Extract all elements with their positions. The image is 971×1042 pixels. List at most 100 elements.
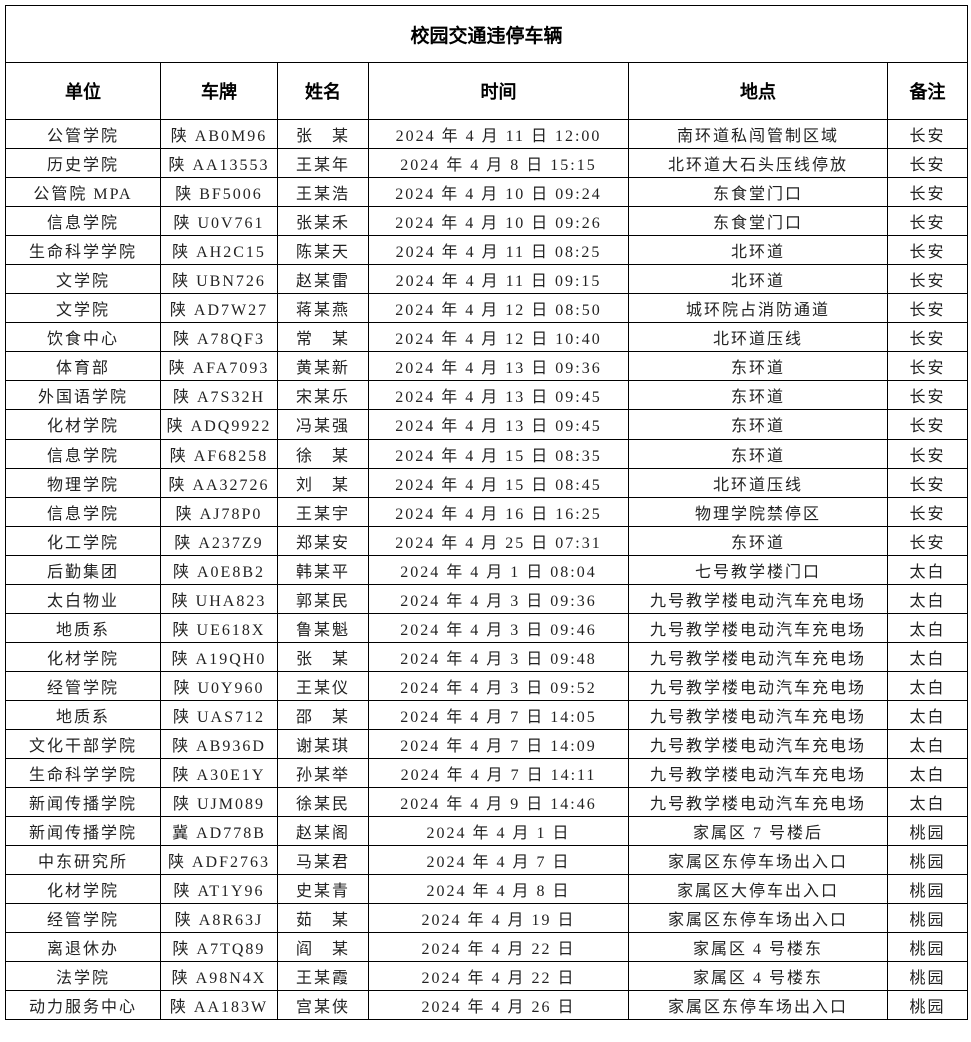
cell-name: 茹 某	[277, 903, 369, 934]
cell-location: 北环道压线	[628, 467, 888, 498]
cell-plate: 陕 AA183W	[160, 990, 278, 1021]
cell-location: 九号教学楼电动汽车充电场	[628, 728, 888, 760]
cell-location: 七号教学楼门口	[628, 554, 888, 585]
cell-unit: 动力服务中心	[5, 990, 161, 1021]
cell-unit: 地质系	[5, 612, 161, 643]
cell-name: 王某仪	[277, 670, 369, 701]
cell-note: 太白	[886, 554, 969, 585]
cell-note: 桃园	[886, 874, 969, 905]
cell-name: 韩某平	[277, 554, 369, 585]
cell-unit: 文化干部学院	[5, 728, 161, 760]
cell-location: 家属区东停车场出入口	[628, 990, 888, 1021]
cell-unit: 信息学院	[5, 206, 161, 237]
cell-name: 冯某强	[277, 409, 369, 440]
cell-plate: 陕 A8R63J	[160, 903, 278, 934]
cell-plate: 陕 UE618X	[160, 612, 278, 643]
cell-time: 2024 年 4 月 8 日	[368, 874, 629, 905]
column-header-location: 地点	[628, 62, 888, 120]
table-header-row: 单位 车牌 姓名 时间 地点 备注	[5, 62, 969, 120]
cell-location: 东环道	[628, 351, 888, 382]
cell-location: 北环道	[628, 264, 888, 295]
cell-plate: 陕 U0Y960	[160, 670, 278, 701]
cell-location: 家属区东停车场出入口	[628, 903, 888, 934]
cell-time: 2024 年 4 月 13 日 09:45	[368, 409, 629, 440]
table-row: 体育部陕 AFA7093 黄某新 2024 年 4 月 13 日 09:36 东环道长…	[5, 351, 969, 382]
cell-note: 长安	[886, 293, 969, 324]
cell-note: 长安	[886, 264, 969, 295]
cell-time: 2024 年 4 月 3 日 09:52	[368, 670, 629, 701]
cell-name: 王某宇	[277, 496, 369, 527]
table-row: 化工学院陕 A237Z9 郑某安 2024 年 4 月 25 日 07:31 东环道长…	[5, 525, 969, 556]
cell-note: 长安	[886, 409, 969, 440]
cell-time: 2024 年 4 月 25 日 07:31	[368, 525, 629, 556]
cell-name: 常 某	[277, 322, 369, 353]
cell-location: 家属区东停车场出入口	[628, 845, 888, 876]
cell-plate: 陕 A30E1Y	[160, 758, 278, 789]
table-row: 历史学院陕 AA13553 王某年 2024 年 4 月 8 日 15:15 北环道大…	[5, 148, 969, 179]
cell-time: 2024 年 4 月 22 日	[368, 961, 629, 992]
cell-note: 长安	[886, 496, 969, 527]
cell-note: 长安	[886, 206, 969, 237]
cell-name: 王某浩	[277, 177, 369, 208]
cell-time: 2024 年 4 月 26 日	[368, 990, 629, 1021]
cell-name: 黄某新	[277, 351, 369, 382]
cell-unit: 后勤集团	[5, 554, 161, 585]
table-row: 文学院陕 UBN726 赵某雷 2024 年 4 月 11 日 09:15 北环道 长安	[5, 264, 969, 295]
cell-plate: 陕 A7TQ89	[160, 932, 278, 963]
cell-unit: 公管学院	[5, 118, 161, 150]
cell-unit: 文学院	[5, 293, 161, 324]
cell-name: 蒋某燕	[277, 293, 369, 324]
table-row: 经管学院陕 U0Y960 王某仪 2024 年 4 月 3 日 09:52 九号教学楼…	[5, 670, 969, 701]
cell-plate: 陕 AD7W27	[160, 293, 278, 324]
cell-note: 桃园	[886, 990, 969, 1021]
violation-table: 校园交通违停车辆 单位 车牌 姓名 时间 地点 备注 公管学院陕 AB0M96 张 某 202…	[4, 5, 969, 1021]
cell-unit: 化材学院	[5, 409, 161, 440]
cell-time: 2024 年 4 月 7 日	[368, 845, 629, 876]
cell-unit: 物理学院	[5, 467, 161, 498]
cell-name: 王某霞	[277, 961, 369, 992]
cell-location: 东食堂门口	[628, 206, 888, 237]
cell-name: 邵 某	[277, 699, 369, 730]
cell-name: 赵某雷	[277, 264, 369, 295]
cell-name: 徐 某	[277, 438, 369, 469]
cell-name: 张 某	[277, 641, 369, 672]
cell-plate: 陕 A78QF3	[160, 322, 278, 353]
cell-time: 2024 年 4 月 7 日 14:09	[368, 728, 629, 760]
cell-note: 太白	[886, 612, 969, 643]
cell-name: 徐某民	[277, 787, 369, 818]
cell-name: 陈某天	[277, 235, 369, 266]
cell-location: 九号教学楼电动汽车充电场	[628, 699, 888, 730]
cell-unit: 公管院 MPA	[5, 177, 161, 208]
table-row: 中东研究所陕 ADF2763 马某君 2024 年 4 月 7 日家属区东停车场出入…	[5, 845, 969, 876]
cell-location: 九号教学楼电动汽车充电场	[628, 612, 888, 643]
column-header-plate: 车牌	[160, 62, 278, 120]
cell-note: 太白	[886, 670, 969, 701]
cell-plate: 陕 AT1Y96	[160, 874, 278, 905]
cell-plate: 陕 AA32726	[160, 467, 278, 498]
cell-note: 长安	[886, 351, 969, 382]
table-row: 新闻传播学院陕 UJM089 徐某民 2024 年 4 月 9 日 14:46 九号教…	[5, 787, 969, 818]
table-title: 校园交通违停车辆	[4, 5, 969, 63]
cell-location: 城环院占消防通道	[628, 293, 888, 324]
table-row: 新闻传播学院冀 AD778B 赵某阁 2024 年 4 月 1 日家属区 7 号楼后…	[5, 816, 969, 847]
table-row: 公管院 MPA 陕 BF5006 王某浩 2024 年 4 月 10 日 09:24 东…	[5, 177, 969, 208]
cell-name: 孙某举	[277, 758, 369, 789]
cell-location: 东环道	[628, 525, 888, 556]
cell-time: 2024 年 4 月 13 日 09:45	[368, 380, 629, 411]
table-row: 地质系陕 UAS712 邵 某 2024 年 4 月 7 日 14:05 九号教学楼电…	[5, 699, 969, 730]
column-header-unit: 单位	[5, 62, 161, 120]
cell-note: 太白	[886, 699, 969, 730]
cell-plate: 陕 AB0M96	[160, 118, 278, 150]
cell-plate: 陕 UBN726	[160, 264, 278, 295]
table-body: 公管学院陕 AB0M96 张 某 2024 年 4 月 11 日 12:00 南环道私…	[5, 118, 969, 1021]
cell-time: 2024 年 4 月 11 日 09:15	[368, 264, 629, 295]
cell-location: 家属区 7 号楼后	[628, 816, 888, 847]
cell-location: 家属区 4 号楼东	[628, 932, 888, 963]
cell-location: 东环道	[628, 438, 888, 469]
cell-time: 2024 年 4 月 22 日	[368, 932, 629, 963]
cell-name: 张 某	[277, 118, 369, 150]
table-row: 太白物业陕 UHA823 郭某民 2024 年 4 月 3 日 09:36 九号教学楼…	[5, 583, 969, 614]
cell-note: 太白	[886, 787, 969, 818]
cell-unit: 中东研究所	[5, 845, 161, 876]
table-row: 信息学院陕 U0V761 张某禾 2024 年 4 月 10 日 09:26 东食堂门…	[5, 206, 969, 237]
